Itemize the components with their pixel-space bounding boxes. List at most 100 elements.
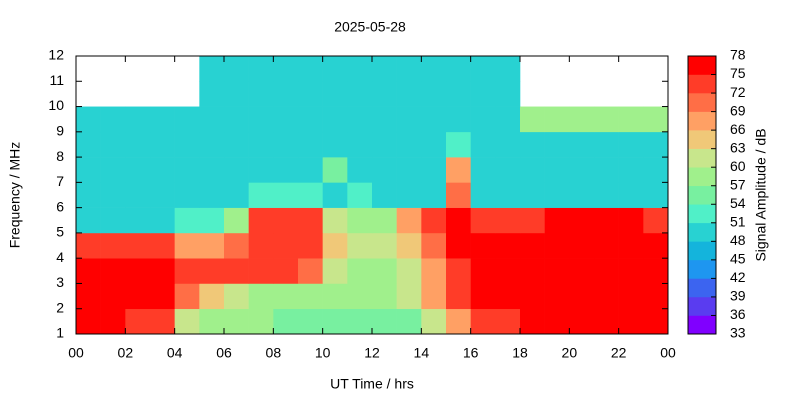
heat-cell: [298, 81, 323, 107]
heat-cell: [421, 157, 447, 183]
heat-cell: [76, 182, 101, 208]
heat-cell: [224, 56, 249, 82]
y-tick-label: 6: [56, 198, 64, 214]
colorbar-band: [688, 56, 716, 75]
colorbar-band: [688, 185, 716, 205]
heat-cell: [347, 157, 373, 183]
heat-cell: [322, 131, 348, 158]
heat-cell: [174, 182, 200, 208]
x-tick-label: 16: [463, 345, 479, 361]
heat-cell: [495, 131, 521, 158]
heat-cell: [125, 308, 151, 335]
heat-cell: [470, 106, 496, 133]
heat-cell: [100, 106, 126, 133]
heat-cell: [248, 157, 274, 183]
heat-cell: [643, 308, 669, 335]
y-tick-label: 3: [56, 274, 64, 290]
y-tick-label: 7: [56, 173, 64, 189]
heat-cell: [594, 182, 619, 208]
heat-cell: [495, 283, 521, 310]
heat-cell: [150, 157, 175, 183]
heat-cell: [174, 258, 200, 284]
heat-cell: [199, 283, 225, 310]
heat-cell: [248, 308, 274, 335]
heat-cell: [470, 207, 496, 234]
x-tick-label: 18: [512, 345, 528, 361]
heat-cell: [618, 106, 644, 133]
colorbar-tick-label: 36: [730, 306, 746, 322]
heat-cell: [470, 131, 496, 158]
heat-cell: [643, 232, 669, 259]
heat-cell: [446, 157, 471, 183]
heat-cell: [495, 56, 521, 82]
heat-cell: [322, 81, 348, 107]
heat-cell: [544, 106, 570, 133]
heat-cell: [199, 106, 225, 133]
heat-cell: [372, 232, 397, 259]
heat-cell: [643, 283, 669, 310]
heat-cell: [594, 232, 619, 259]
heat-cell: [273, 56, 299, 82]
heat-cell: [520, 131, 545, 158]
heat-cell: [298, 207, 323, 234]
heat-cell: [174, 283, 200, 310]
x-tick-label: 22: [611, 345, 627, 361]
heat-cell: [150, 131, 175, 158]
colorbar-band: [688, 296, 716, 316]
colorbar-tick-label: 39: [730, 288, 746, 304]
heat-cell: [322, 182, 348, 208]
heat-cell: [100, 232, 126, 259]
heat-cell: [446, 283, 471, 310]
colorbar-tick-label: 72: [730, 84, 746, 100]
heat-cell: [495, 157, 521, 183]
heat-cell: [446, 131, 471, 158]
heat-cell: [224, 106, 249, 133]
heat-cell: [199, 308, 225, 335]
heat-cell: [446, 308, 471, 335]
heat-cell: [396, 56, 422, 82]
y-tick-label: 1: [56, 325, 64, 341]
heat-cell: [372, 207, 397, 234]
y-tick-label: 4: [56, 249, 64, 265]
heat-cell: [470, 308, 496, 335]
heat-cell: [347, 106, 373, 133]
heat-cell: [273, 157, 299, 183]
heat-cell: [174, 207, 200, 234]
heat-cell: [199, 81, 225, 107]
heat-cell: [322, 56, 348, 82]
heat-cell: [150, 106, 175, 133]
heat-cell: [347, 283, 373, 310]
colorbar-band: [688, 148, 716, 168]
heat-cell: [643, 207, 669, 234]
heat-cell: [248, 81, 274, 107]
colorbar-band: [688, 111, 716, 131]
heat-cell: [470, 81, 496, 107]
heat-cell: [298, 157, 323, 183]
heat-cell: [495, 258, 521, 284]
heat-cell: [224, 81, 249, 107]
heat-cell: [125, 157, 151, 183]
heat-cell: [520, 106, 545, 133]
heat-cell: [594, 157, 619, 183]
heat-cell: [347, 207, 373, 234]
heat-cell: [396, 157, 422, 183]
heat-cell: [224, 207, 249, 234]
heat-cell: [470, 283, 496, 310]
heat-cell: [372, 157, 397, 183]
colorbar-tick-label: 66: [730, 121, 746, 137]
colorbar-tick-label: 45: [730, 251, 746, 267]
heat-cell: [520, 283, 545, 310]
heat-cell: [372, 308, 397, 335]
x-tick-label: 06: [216, 345, 232, 361]
heat-cell: [322, 283, 348, 310]
heat-cell: [446, 81, 471, 107]
colorbar-band: [688, 241, 716, 261]
heat-cell: [643, 182, 669, 208]
heat-cell: [372, 258, 397, 284]
heat-cell: [618, 258, 644, 284]
heat-cell: [273, 283, 299, 310]
heat-cell: [273, 106, 299, 133]
x-axis-label: UT Time / hrs: [330, 376, 414, 392]
heat-cell: [569, 232, 595, 259]
heat-cell: [594, 308, 619, 335]
